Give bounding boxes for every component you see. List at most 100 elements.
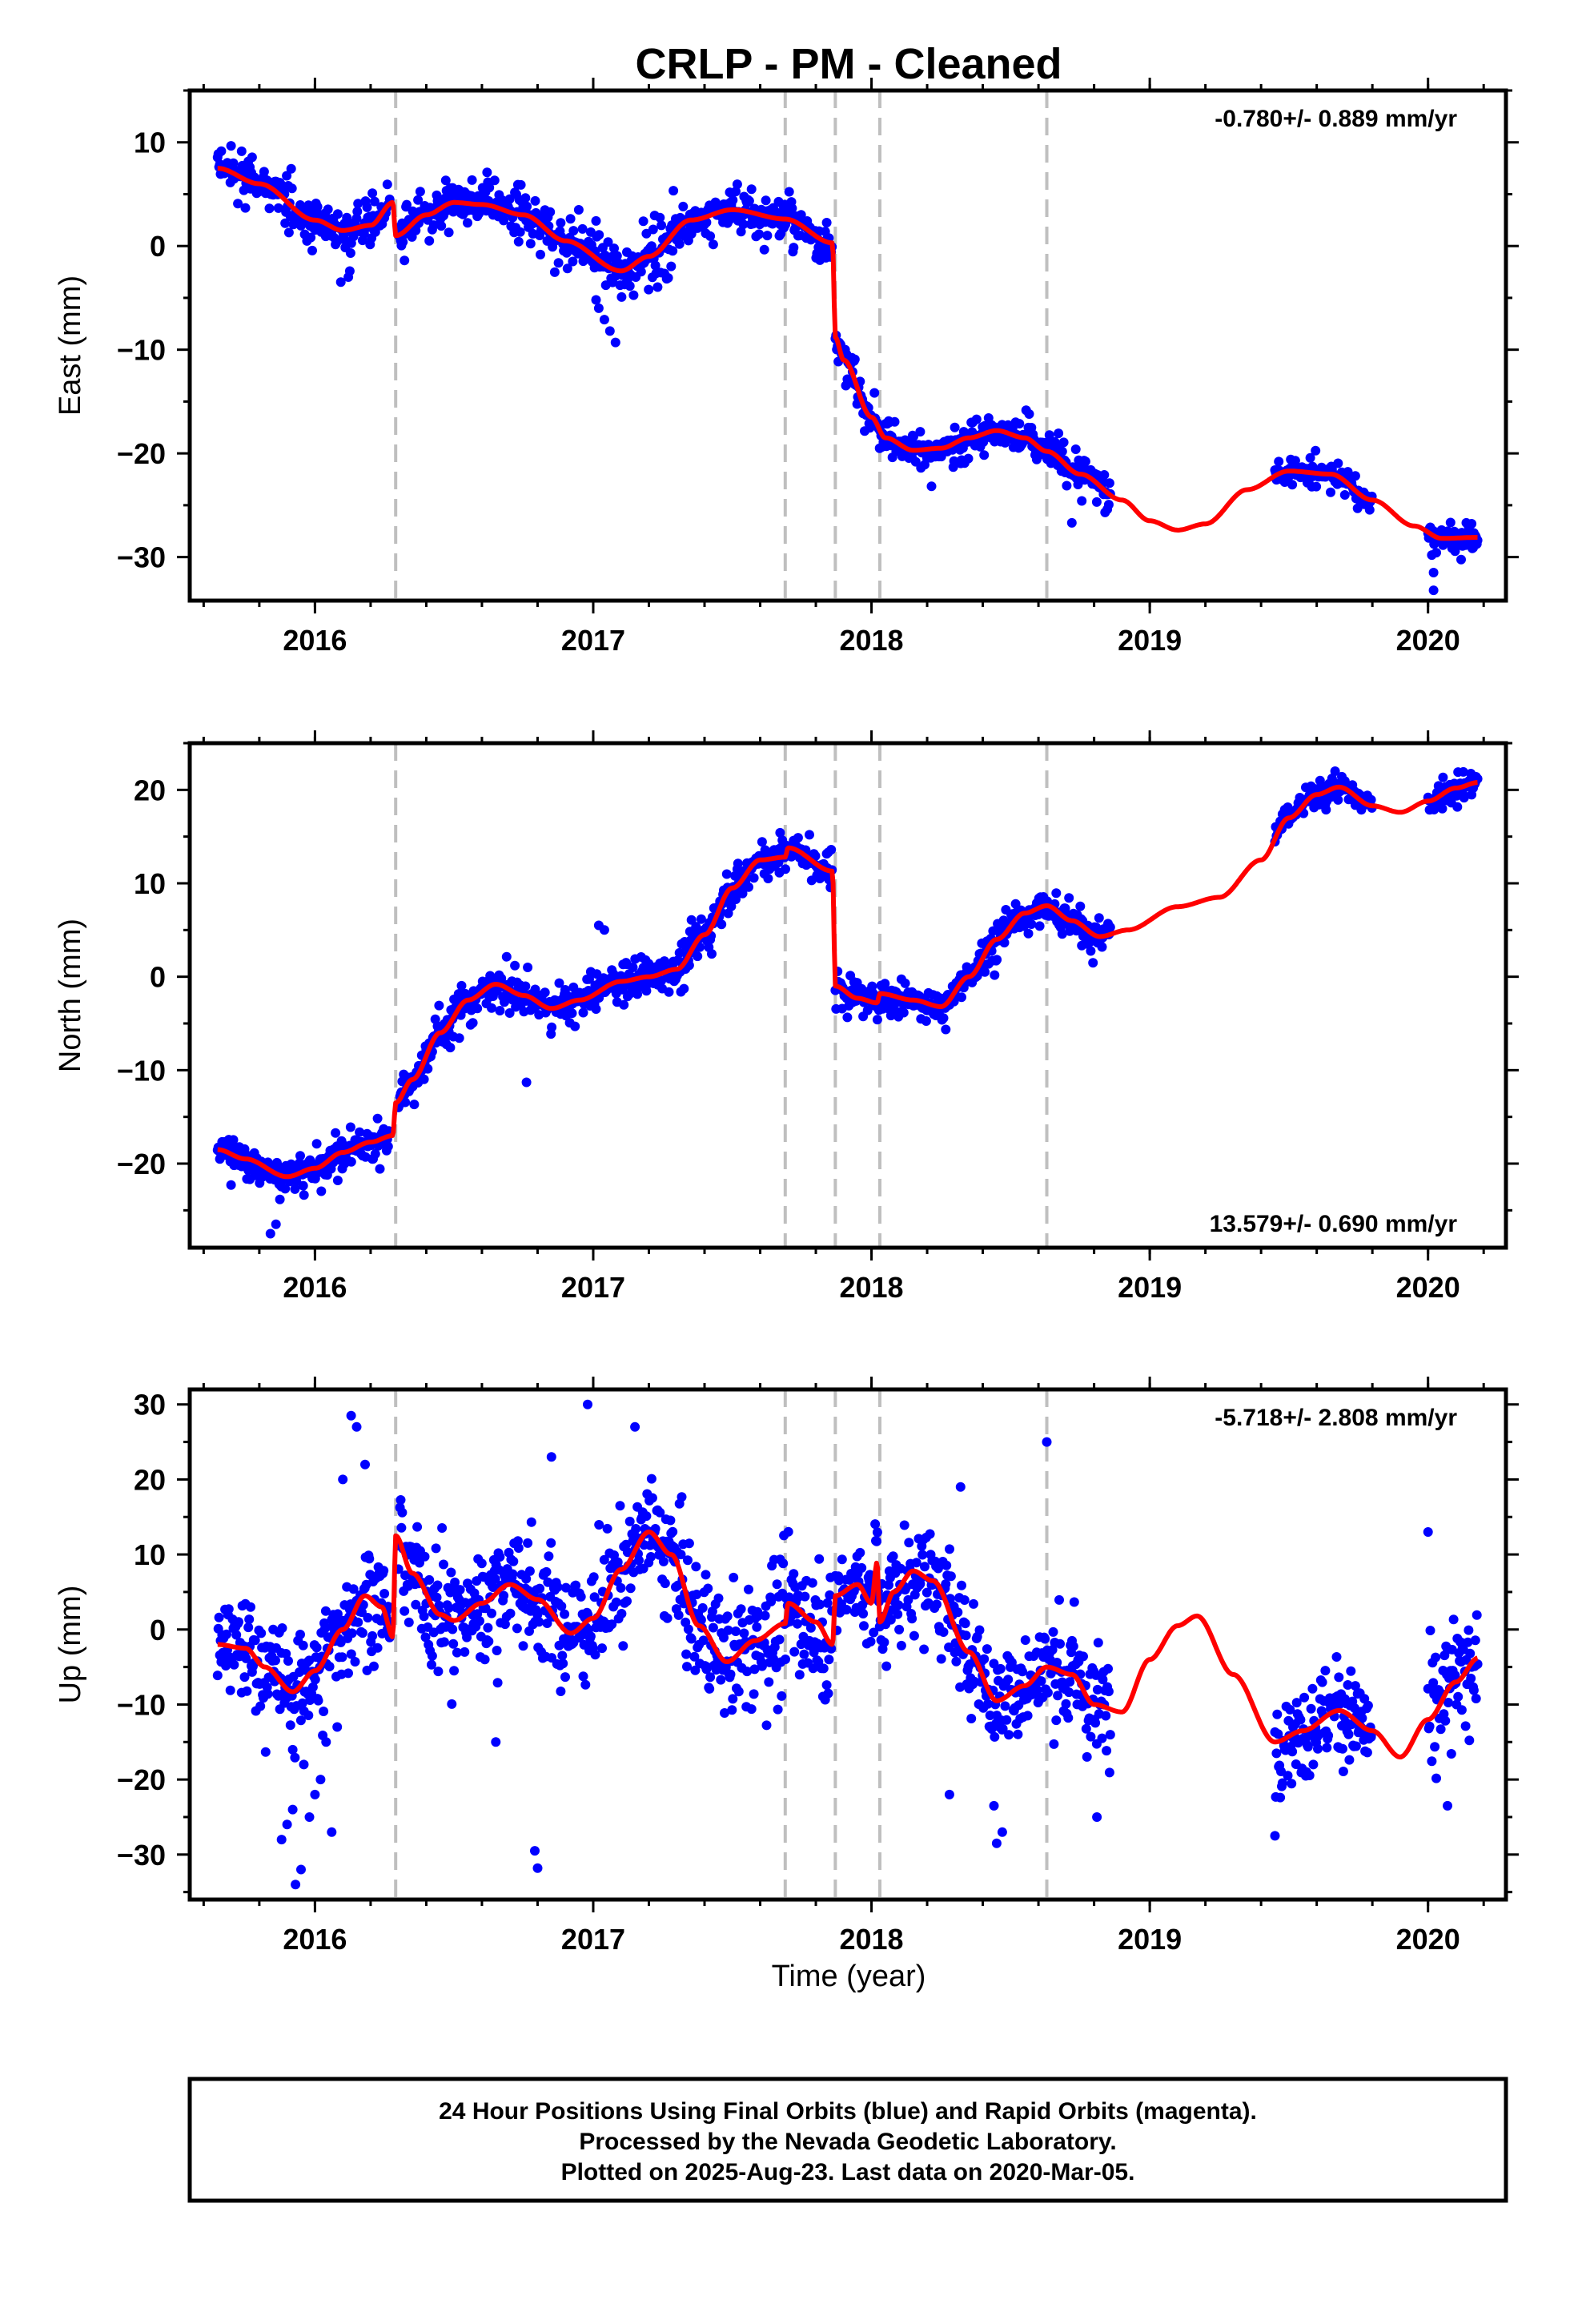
data-point xyxy=(367,188,378,199)
data-point xyxy=(307,245,317,255)
data-point xyxy=(731,1626,741,1636)
data-point xyxy=(950,422,960,432)
data-point xyxy=(682,1662,692,1672)
data-point xyxy=(926,481,937,492)
data-point xyxy=(225,1685,235,1695)
data-point xyxy=(1272,1709,1283,1719)
data-point xyxy=(648,224,658,235)
y-tick-label: 0 xyxy=(150,961,166,994)
data-point xyxy=(480,1655,490,1665)
data-point xyxy=(1311,445,1321,456)
data-point xyxy=(516,179,526,190)
data-point xyxy=(233,199,243,209)
data-point xyxy=(1322,1743,1332,1753)
data-point xyxy=(823,1688,833,1699)
data-point xyxy=(1088,958,1098,968)
data-point xyxy=(577,223,588,234)
data-point xyxy=(1054,428,1064,439)
data-point xyxy=(1013,1729,1023,1739)
data-point xyxy=(492,1646,502,1655)
data-point xyxy=(826,845,837,854)
data-point xyxy=(556,218,566,228)
data-point xyxy=(945,1544,954,1554)
data-point xyxy=(214,1612,224,1622)
data-point xyxy=(957,1580,966,1590)
data-point xyxy=(1054,1594,1064,1605)
data-point xyxy=(437,1523,448,1533)
data-point xyxy=(419,1074,429,1084)
data-point xyxy=(1464,1735,1475,1746)
y-tick-label: −30 xyxy=(117,541,166,574)
y-tick-label: 30 xyxy=(134,1389,166,1421)
rate-label: 13.579+/- 0.690 mm/yr xyxy=(1210,1211,1458,1237)
data-point xyxy=(593,303,604,313)
data-point xyxy=(276,1835,287,1845)
data-point xyxy=(989,1800,999,1811)
data-point xyxy=(625,1583,636,1594)
data-point xyxy=(1460,1721,1471,1731)
data-point xyxy=(1069,1597,1079,1607)
data-point xyxy=(409,1100,420,1110)
data-point xyxy=(784,187,794,197)
data-point xyxy=(717,919,727,930)
rate-label: -0.780+/- 0.889 mm/yr xyxy=(1215,106,1457,132)
data-point xyxy=(280,218,291,228)
data-point xyxy=(1093,1638,1103,1648)
data-point xyxy=(295,200,305,210)
data-point xyxy=(1049,1739,1059,1749)
data-point xyxy=(919,1644,930,1655)
x-tick-label: 2018 xyxy=(839,1271,903,1304)
y-tick-label: 0 xyxy=(150,230,166,263)
data-point xyxy=(428,220,439,231)
data-point xyxy=(898,1007,909,1018)
data-point xyxy=(229,1659,239,1670)
data-point xyxy=(287,1804,298,1815)
y-tick-label: 10 xyxy=(134,867,166,900)
data-point xyxy=(568,256,578,267)
data-point xyxy=(565,214,576,224)
data-point xyxy=(277,1623,287,1633)
data-point xyxy=(668,1526,678,1537)
data-point xyxy=(1440,1715,1451,1726)
data-point xyxy=(701,1570,711,1580)
data-point xyxy=(979,450,990,460)
data-point xyxy=(591,215,601,226)
data-point xyxy=(413,195,424,205)
data-point xyxy=(263,1689,273,1699)
data-point xyxy=(540,987,550,998)
data-point xyxy=(612,251,622,261)
data-point xyxy=(455,1585,465,1595)
data-point xyxy=(1057,929,1067,939)
data-point xyxy=(757,837,767,847)
data-point xyxy=(342,212,352,223)
data-point xyxy=(893,1609,903,1619)
data-point xyxy=(321,1737,331,1747)
data-point xyxy=(1304,1771,1315,1780)
data-point xyxy=(673,1610,684,1620)
data-point xyxy=(520,981,531,991)
data-point xyxy=(1363,1700,1373,1711)
data-point xyxy=(991,1838,1002,1848)
data-point xyxy=(370,1148,380,1159)
data-point xyxy=(316,1186,327,1196)
data-point xyxy=(1090,1718,1101,1728)
data-point xyxy=(997,1827,1007,1837)
x-tick-label: 2016 xyxy=(283,624,347,657)
data-point xyxy=(583,1399,592,1409)
data-point xyxy=(310,1675,320,1685)
data-point xyxy=(1453,1691,1464,1702)
data-point xyxy=(693,951,703,962)
data-point xyxy=(1427,1756,1437,1767)
data-point xyxy=(618,1641,628,1651)
data-point xyxy=(1104,1767,1114,1778)
data-point xyxy=(647,1493,657,1503)
data-point xyxy=(1331,1652,1342,1662)
data-point xyxy=(781,1655,790,1664)
data-point xyxy=(858,1609,869,1618)
data-point xyxy=(794,1670,805,1680)
data-point xyxy=(855,1547,865,1558)
data-point xyxy=(591,295,601,305)
data-point xyxy=(762,231,773,241)
data-point xyxy=(1287,1747,1298,1757)
